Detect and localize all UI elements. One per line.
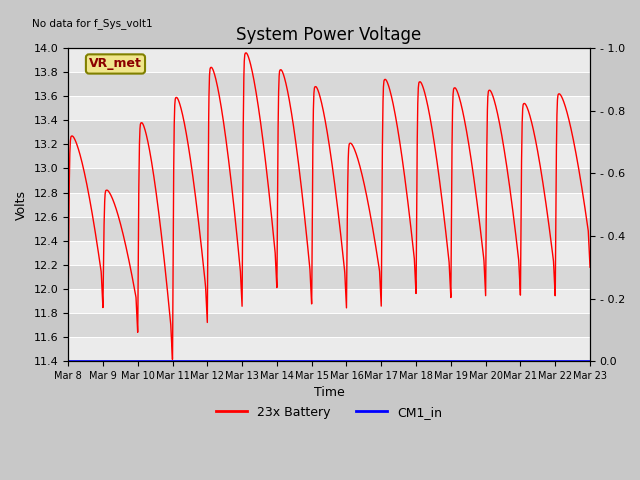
Bar <box>68 96 590 120</box>
Bar <box>68 72 590 96</box>
Bar <box>68 289 590 313</box>
Bar <box>68 265 590 289</box>
Bar <box>68 313 590 337</box>
Legend: 23x Battery, CM1_in: 23x Battery, CM1_in <box>211 401 447 424</box>
Bar <box>68 216 590 241</box>
X-axis label: Time: Time <box>314 386 344 399</box>
Bar <box>68 192 590 216</box>
Text: VR_met: VR_met <box>89 58 142 71</box>
Bar <box>68 48 590 72</box>
Bar <box>68 337 590 361</box>
Bar <box>68 241 590 265</box>
Bar <box>68 144 590 168</box>
Title: System Power Voltage: System Power Voltage <box>236 26 422 44</box>
Bar <box>68 168 590 192</box>
Text: No data for f_Sys_volt1: No data for f_Sys_volt1 <box>31 18 152 29</box>
Bar <box>68 120 590 144</box>
Y-axis label: Volts: Volts <box>15 190 28 220</box>
